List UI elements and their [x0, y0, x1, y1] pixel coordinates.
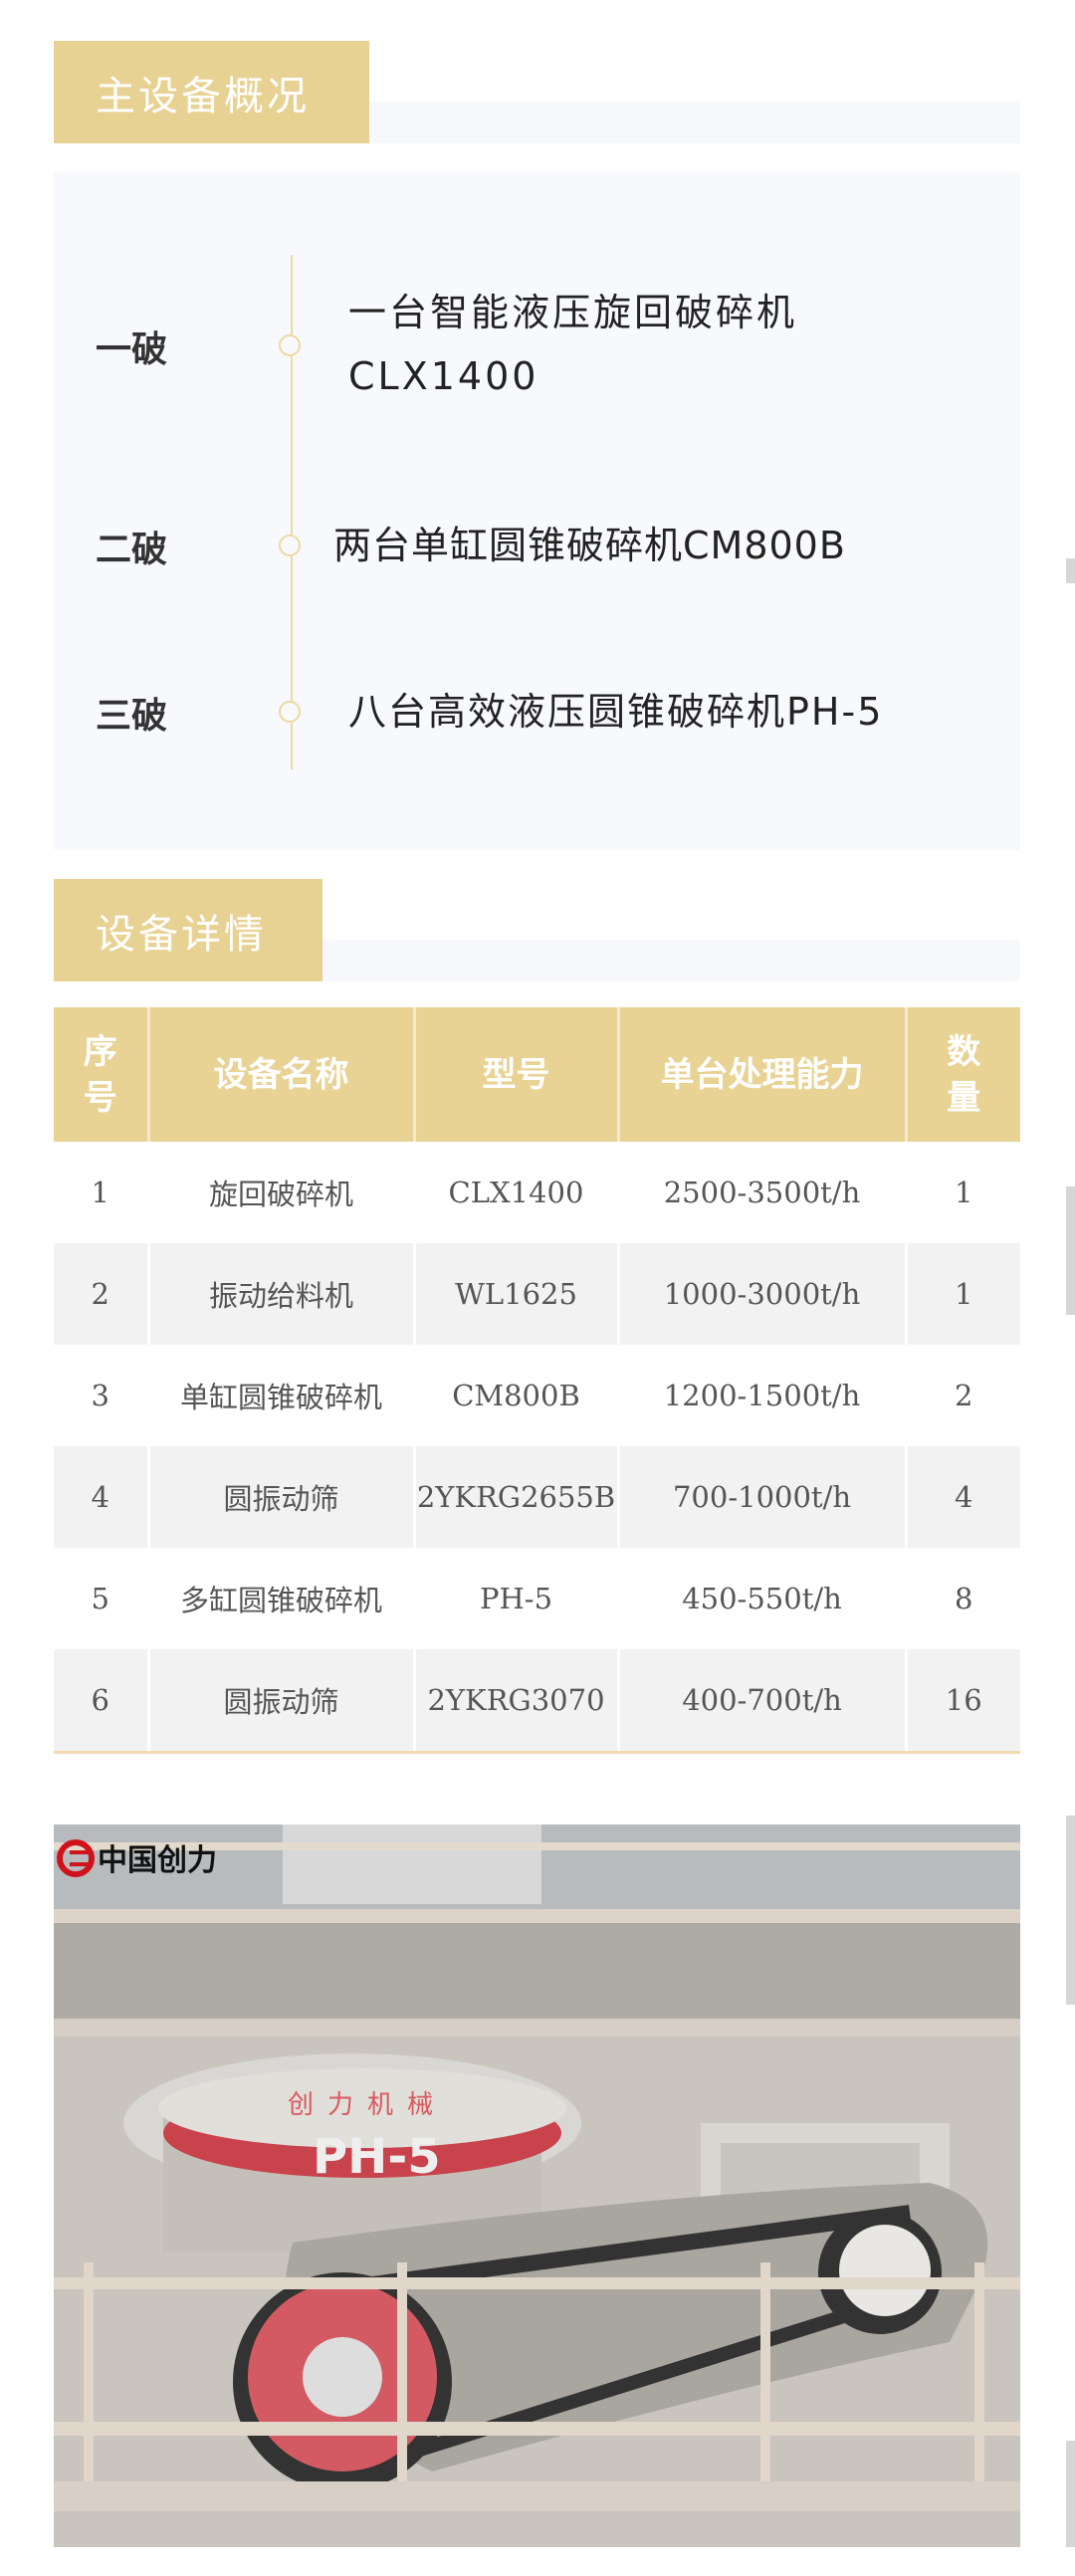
section-header-details: 设备详情 — [54, 879, 322, 981]
table-row: 5 多缸圆锥破碎机 PH-5 450-550t/h 8 — [54, 1548, 1020, 1649]
column-header: 序号 — [54, 1007, 148, 1142]
section-header-band — [369, 102, 1020, 143]
table-cell: 5 — [91, 1582, 109, 1615]
table-header-row: 序号 设备名称 型号 单台处理能力 数量 — [54, 1007, 1020, 1142]
table-cell: 2 — [904, 1345, 1020, 1446]
table-cell: WL1625 — [412, 1243, 618, 1345]
table-row: 6 圆振动筛 2YKRG3070 400-700t/h 16 — [54, 1649, 1020, 1754]
section-header-band — [322, 940, 1020, 981]
column-header: 单台处理能力 — [616, 1007, 906, 1142]
stage-line: CLX1400 — [348, 354, 539, 398]
table-cell: CLX1400 — [412, 1142, 618, 1243]
table-cell: 700-1000t/h — [616, 1446, 906, 1548]
timeline-dot — [279, 701, 301, 723]
section-title: 主设备概况 — [96, 73, 310, 119]
table-cell: 2YKRG3070 — [412, 1649, 618, 1754]
table-row: 1 旋回破碎机 CLX1400 2500-3500t/h 1 — [54, 1142, 1020, 1243]
stage-line: 两台单缸圆锥破碎机CM800B — [333, 524, 846, 567]
table-cell: 2YKRG2655B — [412, 1446, 618, 1548]
table-cell: 4 — [54, 1446, 148, 1548]
table-cell: 450-550t/h — [616, 1548, 906, 1649]
stage-description: 两台单缸圆锥破碎机CM800B — [333, 514, 846, 577]
table-cell: 圆振动筛 — [146, 1649, 414, 1754]
timeline-dot — [279, 334, 301, 356]
stage-description: 八台高效液压圆锥破碎机PH-5 — [348, 680, 883, 744]
svg-text:中国创力: 中国创力 — [98, 1843, 217, 1878]
machine-model-text: PH-5 — [313, 2129, 441, 2185]
overview-panel — [54, 172, 1020, 850]
table-cell: 多缸圆锥破碎机 — [146, 1548, 414, 1649]
column-header: 型号 — [412, 1007, 618, 1142]
table-cell: 16 — [904, 1649, 1020, 1754]
table-cell: 1 — [904, 1243, 1020, 1345]
cone-crusher-image: 中国创力 创力机械 PH-5 — [54, 1825, 1020, 2547]
scrollbar-thumb[interactable] — [1066, 2441, 1075, 2547]
table-cell: 1 — [904, 1142, 1020, 1243]
table-row: 4 圆振动筛 2YKRG2655B 700-1000t/h 4 — [54, 1446, 1020, 1548]
section-header-overview: 主设备概况 — [54, 41, 369, 143]
table-cell: 1200-1500t/h — [616, 1345, 906, 1446]
section-title: 设备详情 — [96, 911, 267, 958]
column-header: 设备名称 — [146, 1007, 414, 1142]
table-cell: 1 — [91, 1176, 109, 1209]
column-header: 数量 — [904, 1007, 1020, 1142]
stage-label: 一破 — [96, 329, 168, 370]
table-cell: PH-5 — [412, 1548, 618, 1649]
scrollbar-thumb[interactable] — [1066, 558, 1075, 583]
scrollbar-thumb[interactable] — [1066, 1186, 1075, 1315]
table-cell: 振动给料机 — [146, 1243, 414, 1345]
table-row: 3 单缸圆锥破碎机 CM800B 1200-1500t/h 2 — [54, 1345, 1020, 1446]
table-cell: 2 — [54, 1243, 148, 1345]
timeline-dot — [279, 535, 301, 556]
brand-logo: 中国创力 — [57, 1839, 217, 1878]
table-row: 2 振动给料机 WL1625 1000-3000t/h 1 — [54, 1243, 1020, 1345]
table-cell: CM800B — [412, 1345, 618, 1446]
equipment-photo: 中国创力 创力机械 PH-5 — [54, 1825, 1020, 2547]
scrollbar-thumb[interactable] — [1066, 1816, 1075, 2005]
stage-line: 八台高效液压圆锥破碎机PH-5 — [348, 690, 884, 734]
table-cell: 3 — [91, 1379, 109, 1412]
table-cell: 圆振动筛 — [146, 1446, 414, 1548]
machine-brand-text: 创力机械 — [288, 2090, 447, 2120]
stage-line: 一台智能液压旋回破碎机 — [348, 291, 798, 334]
equipment-table: 序号 设备名称 型号 单台处理能力 数量 1 旋回破碎机 CLX1400 2500-3… — [54, 1007, 1020, 1754]
table-cell: 400-700t/h — [616, 1649, 906, 1754]
table-cell: 旋回破碎机 — [146, 1142, 414, 1243]
table-cell: 6 — [54, 1649, 148, 1754]
stage-label: 二破 — [96, 530, 168, 570]
table-cell: 2500-3500t/h — [616, 1142, 906, 1243]
table-cell: 单缸圆锥破碎机 — [146, 1345, 414, 1446]
table-cell: 1000-3000t/h — [616, 1243, 906, 1345]
stage-label: 三破 — [96, 696, 168, 737]
table-cell: 8 — [904, 1548, 1020, 1649]
timeline-line — [291, 255, 293, 769]
stage-description: 一台智能液压旋回破碎机 CLX1400 — [348, 281, 797, 408]
table-cell: 4 — [904, 1446, 1020, 1548]
